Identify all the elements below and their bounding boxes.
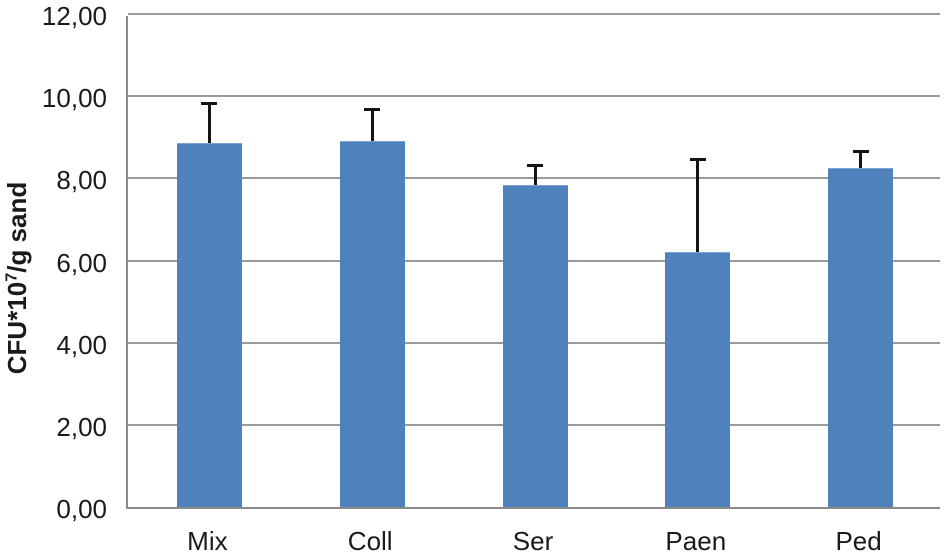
x-axis-label-mix: Mix (187, 526, 228, 556)
error-bar-cap (852, 150, 869, 153)
bar-paen (665, 252, 731, 507)
x-axis-labels: Mix Coll Ser Paen Ped (126, 527, 940, 559)
error-bar-cap (527, 163, 543, 167)
y-axis-tick-label: 0,00 (56, 494, 107, 524)
error-bar-cap (689, 157, 706, 161)
bar-ped (828, 167, 894, 507)
error-bar-cap (201, 101, 218, 105)
gridline (128, 95, 940, 98)
bar-mix (176, 142, 242, 507)
bar-coll (339, 140, 405, 507)
plot-area (126, 13, 940, 509)
x-axis-label-paen: Paen (665, 526, 727, 556)
x-axis-label-ped: Ped (835, 526, 882, 556)
x-axis-label-coll: Coll (347, 526, 393, 556)
x-axis-label-ser: Ser (512, 526, 554, 556)
error-bar-line (370, 107, 374, 141)
y-axis-tick-labels: 0,00 2,00 4,00 6,00 8,00 10,00 12,00 (0, 3, 107, 522)
y-axis-tick-label: 12,00 (41, 1, 107, 31)
bar-ser (502, 184, 568, 507)
y-axis-tick-label: 8,00 (56, 165, 107, 196)
y-axis-tick-label: 2,00 (56, 411, 107, 442)
error-bar-cap (364, 107, 381, 111)
error-bar-line (859, 150, 863, 168)
error-bar-line (533, 163, 537, 185)
error-bar-line (207, 101, 211, 143)
y-axis-tick-label: 6,00 (56, 247, 107, 278)
y-axis-tick-label: 10,00 (41, 83, 107, 114)
error-bar-line (696, 157, 700, 253)
gridline (128, 13, 940, 15)
y-axis-tick-label: 4,00 (56, 329, 107, 360)
